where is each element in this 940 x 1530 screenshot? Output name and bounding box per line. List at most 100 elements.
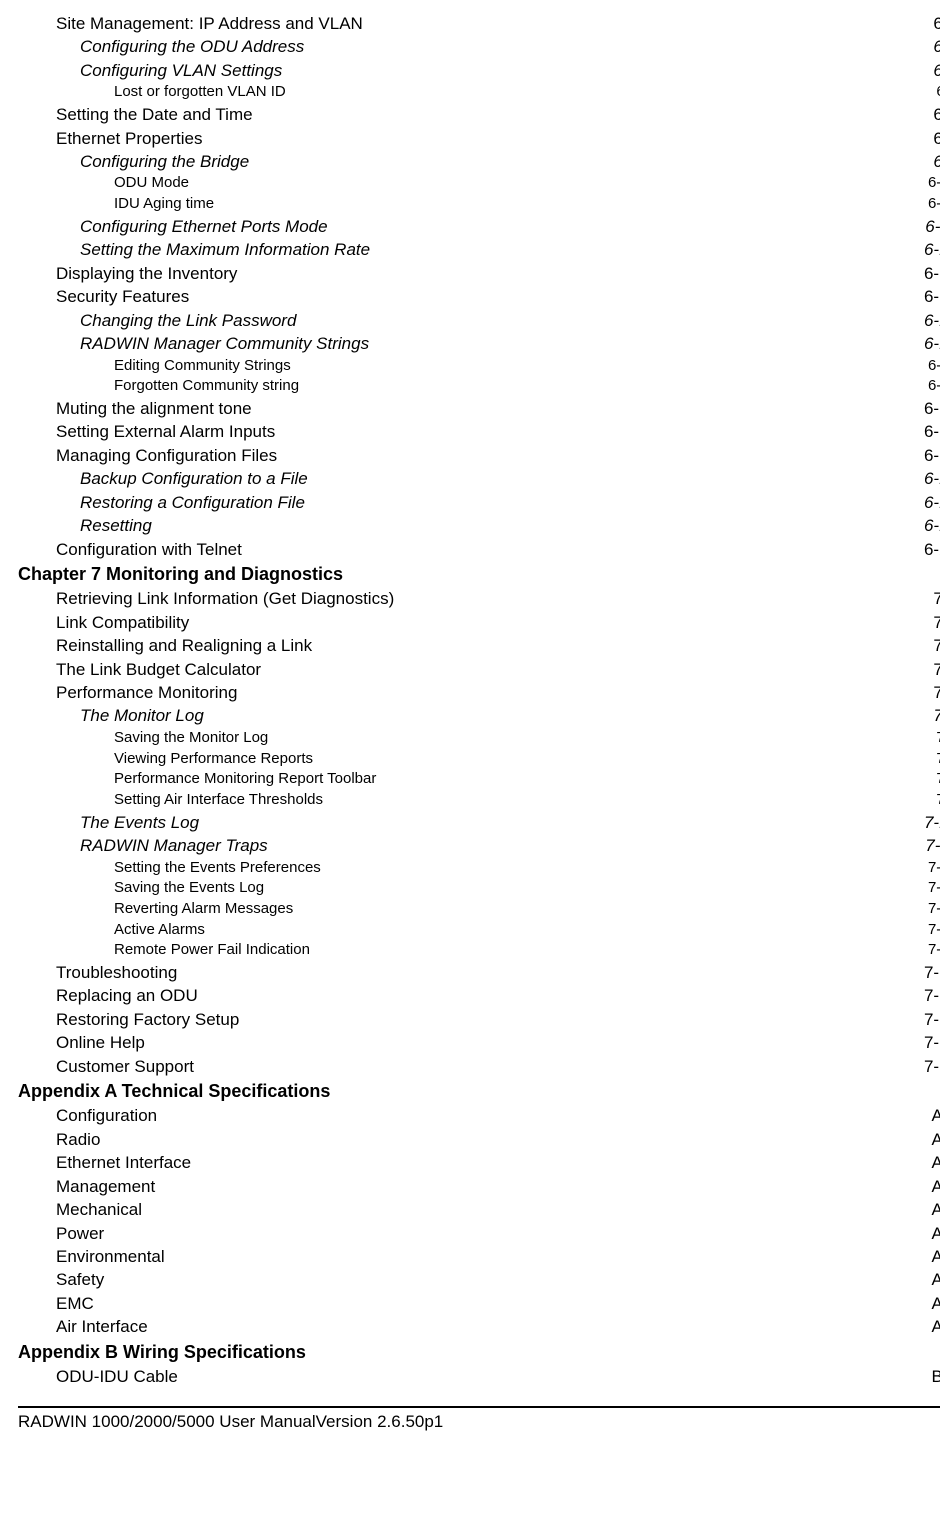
toc-entry-page: 6-19 xyxy=(924,491,940,514)
toc-entry[interactable]: Ethernet Properties6-9 xyxy=(56,127,940,150)
toc-entry[interactable]: Reinstalling and Realigning a Link7-3 xyxy=(56,634,940,657)
toc-entry[interactable]: Troubleshooting7-16 xyxy=(56,961,940,984)
toc-entry[interactable]: Forgotten Community string6-16 xyxy=(114,376,940,397)
toc-entry-page: A-6 xyxy=(932,1292,940,1315)
toc-entry-title: Changing the Link Password xyxy=(80,309,296,332)
toc-entry-page: 6-5 xyxy=(933,59,940,82)
toc-entry[interactable]: ConfigurationA-1 xyxy=(56,1104,940,1127)
toc-entry-title: Performance Monitoring xyxy=(56,681,237,704)
toc-entry[interactable]: EnvironmentalA-5 xyxy=(56,1245,940,1268)
toc-entry[interactable]: Restoring Factory Setup7-17 xyxy=(56,1008,940,1031)
toc-entry[interactable]: Setting Air Interface Thresholds 7-9 xyxy=(114,790,940,811)
toc-entry[interactable]: IDU Aging time 6-10 xyxy=(114,194,940,215)
toc-entry-title: Online Help xyxy=(56,1031,145,1054)
toc-entry-title: ODU-IDU Cable xyxy=(56,1365,178,1388)
toc-entry-page: 6-18 xyxy=(924,467,940,490)
toc-entry[interactable]: The Events Log 7-10 xyxy=(80,811,940,834)
toc-entry-page: 6-16 xyxy=(928,376,940,397)
toc-entry-title: Mechanical xyxy=(56,1198,142,1221)
toc-entry[interactable]: Setting the Date and Time6-7 xyxy=(56,103,940,126)
toc-entry-page: 6-13 xyxy=(924,285,940,308)
toc-entry-page: 7-13 xyxy=(928,899,940,920)
toc-entry[interactable]: Configuration with Telnet6-20 xyxy=(56,538,940,561)
toc-entry[interactable]: Performance Monitoring Report Toolbar7-9 xyxy=(114,769,940,790)
toc-entry-title: Editing Community Strings xyxy=(114,356,291,377)
toc-entry-page: 6-12 xyxy=(924,238,940,261)
toc-entry-page: 7-1 xyxy=(933,587,940,610)
toc-entry[interactable]: Managing Configuration Files6-18 xyxy=(56,444,940,467)
toc-entry[interactable]: Configuring the Bridge6-9 xyxy=(80,150,940,173)
toc-entry[interactable]: Viewing Performance Reports7-5 xyxy=(114,749,940,770)
toc-entry[interactable]: RadioA-1 xyxy=(56,1128,940,1151)
toc-entry[interactable]: Lost or forgotten VLAN ID6-7 xyxy=(114,82,940,103)
toc-entry[interactable]: Retrieving Link Information (Get Diagnos… xyxy=(56,587,940,610)
toc-entry[interactable]: Site Management: IP Address and VLAN6-4 xyxy=(56,12,940,35)
toc-entry-page: 7-10 xyxy=(924,811,940,834)
toc-entry[interactable]: Resetting6-19 xyxy=(80,514,940,537)
toc-entry[interactable]: RADWIN Manager Traps7-11 xyxy=(80,834,940,857)
toc-entry-page: 6-4 xyxy=(933,12,940,35)
toc-entry[interactable]: Security Features6-13 xyxy=(56,285,940,308)
toc-entry[interactable]: ODU-IDU CableB-1 xyxy=(56,1365,940,1388)
toc-entry[interactable]: Muting the alignment tone6-17 xyxy=(56,397,940,420)
toc-entry-page: 6-18 xyxy=(924,444,940,467)
toc-heading: Appendix A Technical Specifications xyxy=(18,1078,940,1104)
toc-entry[interactable]: ODU Mode6-10 xyxy=(114,173,940,194)
toc-entry-title: Setting the Events Preferences xyxy=(114,858,321,879)
toc-entry-page: 7-3 xyxy=(933,611,940,634)
toc-entry[interactable]: Configuring Ethernet Ports Mode6-11 xyxy=(80,215,940,238)
toc-entry-page: 7-4 xyxy=(933,658,940,681)
toc-entry-page: 6-10 xyxy=(928,194,940,215)
toc-entry-title: Setting Air Interface Thresholds xyxy=(114,790,323,811)
toc-entry[interactable]: Saving the Events Log7-13 xyxy=(114,878,940,899)
toc-entry-page: 6-11 xyxy=(925,215,940,238)
toc-entry[interactable]: Restoring a Configuration File6-19 xyxy=(80,491,940,514)
toc-entry[interactable]: Mechanical A-5 xyxy=(56,1198,940,1221)
toc-entry[interactable]: Configuring VLAN Settings 6-5 xyxy=(80,59,940,82)
toc-entry-title: Displaying the Inventory xyxy=(56,262,237,285)
toc-entry-title: Configuring the Bridge xyxy=(80,150,249,173)
toc-entry-title: Configuring VLAN Settings xyxy=(80,59,282,82)
toc-entry[interactable]: Active Alarms7-14 xyxy=(114,920,940,941)
toc-entry[interactable]: The Link Budget Calculator7-4 xyxy=(56,658,940,681)
toc-entry[interactable]: Customer Support7-17 xyxy=(56,1055,940,1078)
toc-entry[interactable]: Backup Configuration to a File6-18 xyxy=(80,467,940,490)
toc-entry-page: 6-7 xyxy=(936,82,940,103)
toc-entry-page: 6-19 xyxy=(924,514,940,537)
toc-entry-page: 6-14 xyxy=(924,309,940,332)
toc-entry-title: IDU Aging time xyxy=(114,194,214,215)
toc-entry-title: Muting the alignment tone xyxy=(56,397,252,420)
toc-entry[interactable]: Performance Monitoring7-4 xyxy=(56,681,940,704)
toc-entry[interactable]: Link Compatibility7-3 xyxy=(56,611,940,634)
toc-entry[interactable]: Setting the Maximum Information Rate6-12 xyxy=(80,238,940,261)
toc-entry[interactable]: Changing the Link Password 6-14 xyxy=(80,309,940,332)
toc-entry[interactable]: Remote Power Fail Indication7-15 xyxy=(114,940,940,961)
toc-entry-title: Troubleshooting xyxy=(56,961,177,984)
toc-entry[interactable]: Saving the Monitor Log7-4 xyxy=(114,728,940,749)
toc-entry-page: 7-4 xyxy=(933,704,940,727)
toc-entry[interactable]: EMCA-6 xyxy=(56,1292,940,1315)
toc-entry-title: The Events Log xyxy=(80,811,199,834)
toc-entry[interactable]: Air InterfaceA-6 xyxy=(56,1315,940,1338)
toc-entry[interactable]: Setting the Events Preferences7-12 xyxy=(114,858,940,879)
toc-entry[interactable]: Configuring the ODU Address6-4 xyxy=(80,35,940,58)
toc-entry-page: 7-17 xyxy=(924,1008,940,1031)
toc-entry-page: A-5 xyxy=(932,1198,940,1221)
toc-entry[interactable]: PowerA-5 xyxy=(56,1222,940,1245)
toc-entry[interactable]: Replacing an ODU7-16 xyxy=(56,984,940,1007)
toc-entry-title: Viewing Performance Reports xyxy=(114,749,313,770)
toc-entry[interactable]: Reverting Alarm Messages7-13 xyxy=(114,899,940,920)
toc-entry[interactable]: Ethernet InterfaceA-5 xyxy=(56,1151,940,1174)
toc-entry-page: 7-9 xyxy=(936,790,940,811)
toc-entry[interactable]: ManagementA-5 xyxy=(56,1175,940,1198)
toc-entry[interactable]: RADWIN Manager Community Strings6-14 xyxy=(80,332,940,355)
toc-entry[interactable]: Setting External Alarm Inputs6-17 xyxy=(56,420,940,443)
toc-entry[interactable]: Editing Community Strings6-15 xyxy=(114,356,940,377)
toc-entry-page: A-5 xyxy=(932,1151,940,1174)
toc-entry-title: Environmental xyxy=(56,1245,165,1268)
toc-entry[interactable]: SafetyA-6 xyxy=(56,1268,940,1291)
toc-entry[interactable]: Displaying the Inventory6-12 xyxy=(56,262,940,285)
toc-entry-page: A-1 xyxy=(932,1128,940,1151)
toc-entry[interactable]: Online Help7-17 xyxy=(56,1031,940,1054)
toc-entry[interactable]: The Monitor Log7-4 xyxy=(80,704,940,727)
